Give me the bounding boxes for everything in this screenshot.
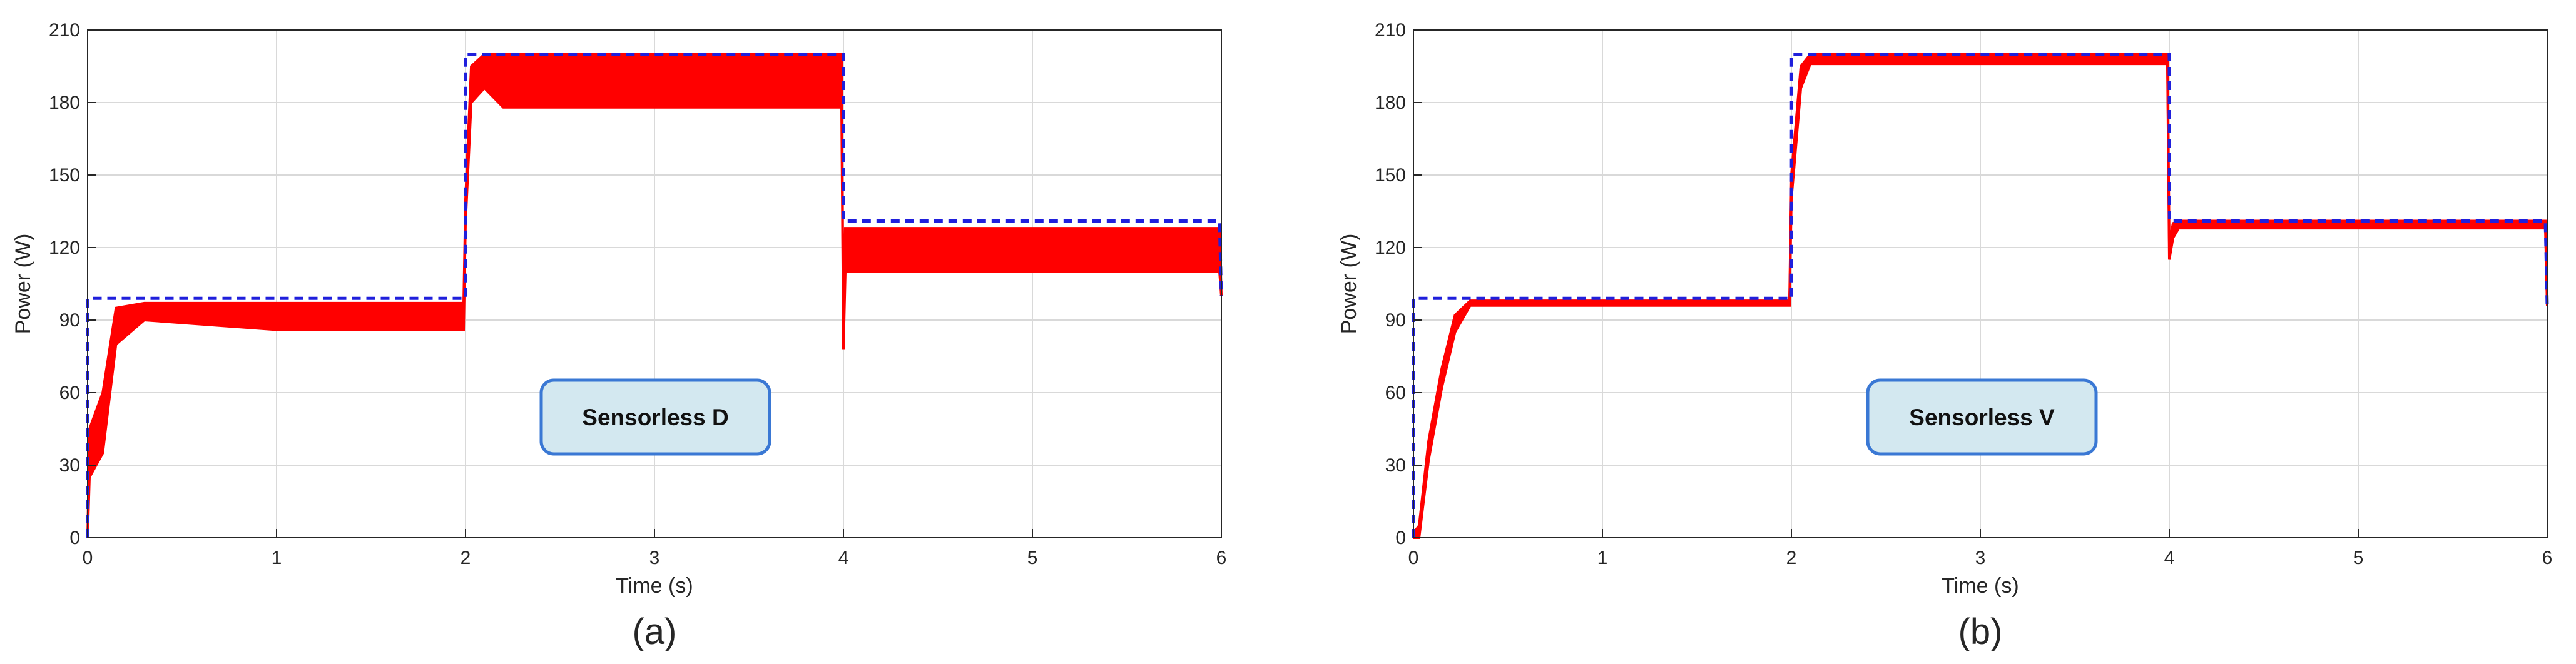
- annotation-box: [539, 378, 771, 456]
- y-tick-label: 150: [49, 165, 80, 186]
- x-tick-label: 3: [1975, 548, 1986, 568]
- reference-power-line: [1412, 53, 2549, 538]
- x-tick-label: 2: [1786, 548, 1797, 568]
- x-tick-label: 1: [1597, 548, 1608, 568]
- x-tick-label: 5: [1027, 548, 1038, 568]
- x-tick-label: 0: [83, 548, 93, 568]
- y-axis-label: Power (W): [11, 234, 35, 335]
- annotation-label: Sensorless V: [1909, 405, 2055, 430]
- annotation-box: [1866, 378, 2098, 456]
- y-tick-label: 150: [1375, 165, 1406, 186]
- output-power-lower-envelope: [1413, 63, 2548, 539]
- x-tick-label: 4: [838, 548, 849, 568]
- y-axis-label: Power (W): [1337, 234, 1361, 335]
- y-tick-label: 180: [1375, 93, 1406, 113]
- y-tick-label: 120: [1375, 238, 1406, 258]
- y-tick-label: 210: [49, 20, 80, 41]
- x-tick-label: 6: [1216, 548, 1227, 568]
- y-tick-label: 60: [1385, 383, 1406, 403]
- x-tick-label: 1: [272, 548, 282, 568]
- y-tick-label: 30: [1385, 455, 1406, 476]
- panel-label: (b): [1958, 611, 2003, 652]
- y-tick-label: 30: [59, 455, 80, 476]
- reference-power-line: [86, 53, 1223, 538]
- x-axis-label: Time (s): [616, 574, 693, 598]
- y-tick-label: 180: [49, 93, 80, 113]
- annotation-label: Sensorless D: [582, 405, 728, 430]
- y-tick-label: 60: [59, 383, 80, 403]
- output-power-lower-envelope: [86, 86, 1223, 538]
- y-tick-label: 210: [1375, 20, 1406, 41]
- y-tick-label: 0: [1395, 528, 1406, 548]
- x-axis-label: Time (s): [1942, 574, 2019, 598]
- y-tick-label: 90: [59, 310, 80, 331]
- x-tick-label: 4: [2164, 548, 2175, 568]
- x-tick-label: 6: [2542, 548, 2553, 568]
- y-tick-label: 0: [69, 528, 80, 548]
- y-tick-label: 90: [1385, 310, 1406, 331]
- x-tick-label: 0: [1408, 548, 1419, 568]
- x-tick-label: 3: [649, 548, 660, 568]
- x-tick-label: 2: [461, 548, 471, 568]
- panel-label: (a): [633, 611, 677, 652]
- y-tick-label: 120: [49, 238, 80, 258]
- x-tick-label: 5: [2353, 548, 2364, 568]
